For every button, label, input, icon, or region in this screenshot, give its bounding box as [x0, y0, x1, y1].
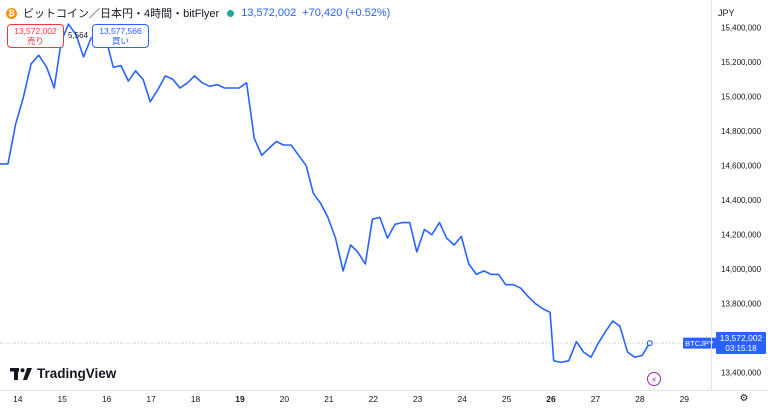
y-tick-label: 14,200,000 [721, 231, 762, 240]
x-tick-label: 24 [457, 394, 467, 404]
x-tick-label: 26 [546, 394, 556, 404]
y-tick-label: 13,400,000 [721, 369, 762, 378]
x-tick-label: 28 [635, 394, 645, 404]
y-tick-label: 14,600,000 [721, 162, 762, 171]
lightning-icon[interactable]: ⚡ [647, 372, 661, 386]
x-tick-label: 16 [102, 394, 112, 404]
x-tick-label: 25 [502, 394, 512, 404]
x-tick-label: 29 [680, 394, 690, 404]
gear-icon[interactable]: ⚙ [739, 393, 749, 404]
market-status-icon [227, 9, 235, 17]
y-tick-label: 13,800,000 [721, 300, 762, 309]
y-tick-label: 15,400,000 [721, 24, 762, 33]
y-tick-label: 15,000,000 [721, 93, 762, 102]
price-tag-countdown: 03:15:18 [725, 344, 757, 353]
currency-selector[interactable]: JPY [718, 8, 735, 18]
time-axis-divider [0, 390, 768, 391]
x-tick-label: 19 [235, 394, 245, 404]
y-tick-label: 14,400,000 [721, 196, 762, 205]
price-tag-value: 13,572,002 [720, 333, 763, 343]
buy-value: 13,577,566 [99, 26, 142, 36]
x-tick-label: 22 [369, 394, 379, 404]
y-tick-label: 15,200,000 [721, 58, 762, 67]
bitcoin-icon: ₿ [6, 7, 17, 19]
y-tick-label: 14,800,000 [721, 127, 762, 136]
last-price-point [646, 340, 653, 347]
x-tick-label: 17 [146, 394, 156, 404]
chart-header: ₿ ビットコイン／日本円・4時間・bitFlyer 13,572,002 +70… [0, 0, 708, 26]
x-tick-label: 18 [191, 394, 201, 404]
x-tick-label: 27 [591, 394, 601, 404]
price-tag-value-bg [716, 332, 766, 354]
price-tag: BTCJPY 13,572,002 03:15:18 [683, 332, 766, 354]
price-tag-symbol: BTCJPY [685, 339, 714, 348]
symbol-title[interactable]: ビットコイン／日本円・4時間・bitFlyer [23, 8, 220, 20]
brand-name: TradingView [37, 366, 117, 381]
x-tick-label: 23 [413, 394, 423, 404]
sell-label: 売り [26, 36, 44, 46]
y-tick-label: 14,000,000 [721, 265, 762, 274]
spread-value: 5,564 [68, 31, 89, 40]
price-axis-divider [711, 0, 712, 390]
header-change: +70,420 (+0.52%) [302, 7, 391, 19]
tradingview-logo[interactable]: TradingView [10, 366, 116, 381]
x-tick-label: 20 [280, 394, 290, 404]
buy-label: 買い [111, 36, 129, 46]
sell-button[interactable]: 13,572,002 売り [7, 24, 64, 48]
x-tick-label: 15 [57, 394, 67, 404]
series-line-btcjpy[interactable] [0, 23, 651, 364]
header-price: 13,572,002 [241, 7, 297, 19]
price-tag-symbol-bg [683, 337, 716, 349]
tradingview-logo-icon [10, 367, 32, 380]
sell-value: 13,572,002 [14, 26, 57, 36]
x-tick-label: 21 [324, 394, 334, 404]
x-tick-label: 14 [13, 394, 23, 404]
buy-button[interactable]: 13,577,566 買い [92, 24, 149, 48]
